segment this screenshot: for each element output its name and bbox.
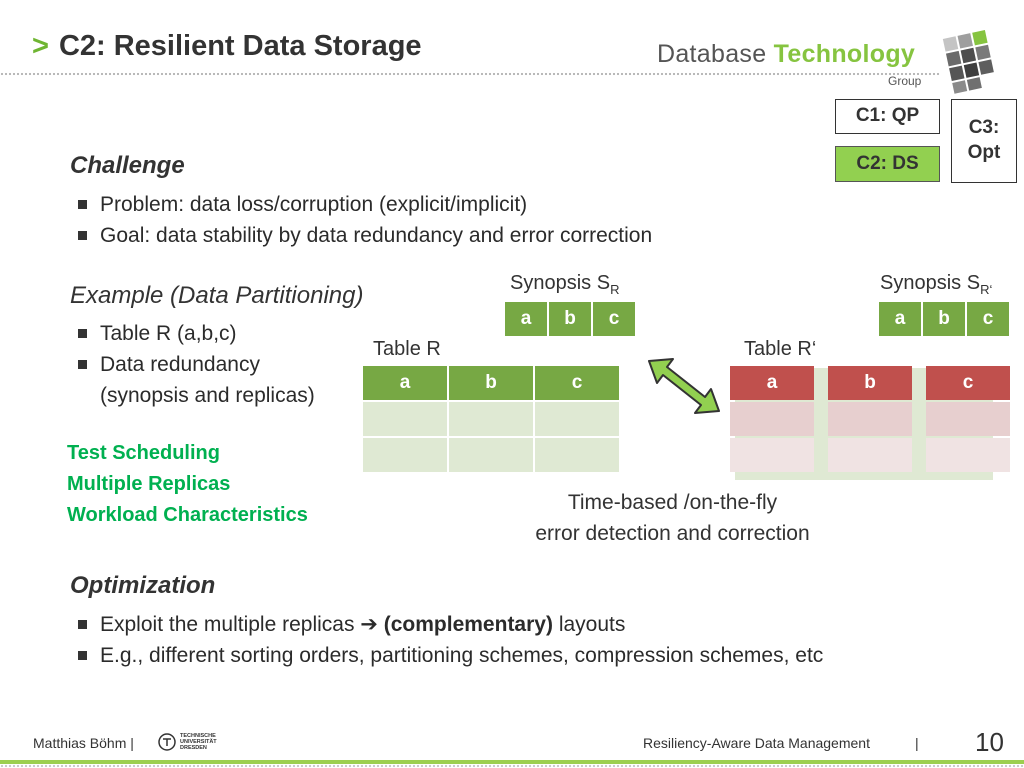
table-r2-col-c: c xyxy=(926,366,1010,400)
optimization-heading: Optimization xyxy=(70,572,216,599)
tu-logo-text: TECHNISCHE UNIVERSITÄT DRESDEN xyxy=(180,733,217,751)
synopsis-r-table: a b c xyxy=(503,300,637,338)
table-r2-col-b: b xyxy=(827,366,912,400)
nav-c3-opt[interactable]: C3: Opt xyxy=(951,99,1017,183)
table-r2-label: Table R‘ xyxy=(744,338,817,360)
group-logo-text: Database Technology xyxy=(657,40,915,69)
table-r-cell xyxy=(363,438,447,472)
optimization-bullets: Exploit the multiple replicas ➔ (complem… xyxy=(72,609,823,671)
header-divider xyxy=(0,72,940,76)
synopsis-r2-col-b: b xyxy=(923,302,965,336)
logo-word-database: Database xyxy=(657,40,767,68)
diagram-caption: Time-based /on-the-fly error detection a… xyxy=(500,487,845,549)
challenge-bullets: Problem: data loss/corruption (explicit/… xyxy=(72,189,652,251)
synopsis-r-col-a: a xyxy=(505,302,547,336)
synopsis-r2-col-a: a xyxy=(879,302,921,336)
chevron-icon: > xyxy=(32,30,49,62)
table-r2-cell xyxy=(926,438,1010,472)
synopsis-r-col-b: b xyxy=(549,302,591,336)
table-r2-cell xyxy=(827,438,912,472)
topic-test-scheduling: Test Scheduling xyxy=(67,442,220,464)
table-r-cell xyxy=(535,438,619,472)
synopsis-r-label-text: Synopsis S xyxy=(510,272,611,294)
table-r2-cell xyxy=(730,402,814,436)
logo-group-label: Group xyxy=(888,74,922,88)
challenge-bullet-goal: Goal: data stability by data redundancy … xyxy=(72,220,652,251)
opt-bullet1-post: layouts xyxy=(558,613,626,636)
table-r2-cell xyxy=(730,438,814,472)
nav-c1-qp[interactable]: C1: QP xyxy=(835,99,940,134)
opt-bullet1-text: Exploit the multiple replicas xyxy=(100,613,355,636)
nav-c2-ds[interactable]: C2: DS xyxy=(835,146,940,182)
synopsis-r2-table: a b c xyxy=(877,300,1011,338)
footer-author: Matthias Böhm | xyxy=(33,735,134,751)
synopsis-r-col-c: c xyxy=(593,302,635,336)
nav-c3-line2: Opt xyxy=(967,142,1001,163)
opt-bullet1-bold: (complementary) xyxy=(383,613,553,636)
table-r-cell xyxy=(363,402,447,436)
footer-separator: | xyxy=(915,735,919,751)
topic-workload-characteristics: Workload Characteristics xyxy=(67,504,308,526)
table-r-cell xyxy=(535,402,619,436)
table-r-cell xyxy=(449,438,533,472)
table-r-col-a: a xyxy=(363,366,447,400)
table-r: a b c xyxy=(361,364,621,474)
footer-talk-title: Resiliency-Aware Data Management xyxy=(643,735,870,751)
table-r-cell xyxy=(449,402,533,436)
synopsis-r2-subscript: R‘ xyxy=(980,282,993,297)
table-r-col-b: b xyxy=(449,366,533,400)
slide-title-text: C2: Resilient Data Storage xyxy=(58,30,422,62)
example-bullet-redundancy: Data redundancy xyxy=(72,349,260,380)
caption-line2: error detection and correction xyxy=(535,522,810,545)
synopsis-r-subscript: R xyxy=(610,282,620,297)
caption-line1: Time-based /on-the-fly xyxy=(567,491,778,514)
footer-dots xyxy=(0,764,1024,768)
table-r2-cell xyxy=(926,402,1010,436)
double-arrow-icon xyxy=(648,358,720,414)
right-arrow-icon: ➔ xyxy=(360,613,378,636)
example-bullet-table: Table R (a,b,c) xyxy=(72,318,260,349)
grid-logo-icon xyxy=(942,30,994,94)
example-heading: Example (Data Partitioning) xyxy=(70,282,364,309)
table-r2-replica: a b c xyxy=(716,364,1024,474)
optimization-bullet-replicas: Exploit the multiple replicas ➔ (complem… xyxy=(72,609,823,640)
synopsis-r2-col-c: c xyxy=(967,302,1009,336)
page-number: 10 xyxy=(975,727,1004,757)
footer-divider xyxy=(0,760,1024,764)
table-r-label: Table R xyxy=(373,338,441,360)
tu-dresden-logo: TECHNISCHE UNIVERSITÄT DRESDEN xyxy=(158,733,222,751)
synopsis-r2-label: Synopsis SR‘ xyxy=(880,272,992,297)
nav-c3-line1: C3: xyxy=(968,117,1000,139)
table-r-col-c: c xyxy=(535,366,619,400)
challenge-heading: Challenge xyxy=(70,152,185,179)
topic-multiple-replicas: Multiple Replicas xyxy=(67,473,231,495)
example-bullets: Table R (a,b,c) Data redundancy xyxy=(72,318,260,380)
table-r2-col-a: a xyxy=(730,366,814,400)
synopsis-r2-label-text: Synopsis S xyxy=(880,272,981,294)
research-topics: Test Scheduling Multiple Replicas Worklo… xyxy=(67,438,308,531)
optimization-bullet-examples: E.g., different sorting orders, partitio… xyxy=(72,640,823,671)
table-r2-cell xyxy=(827,402,912,436)
example-bullet-redundancy-cont: (synopsis and replicas) xyxy=(100,384,315,407)
slide-title: > C2: Resilient Data Storage xyxy=(32,30,422,63)
tu-logo-icon xyxy=(158,733,176,751)
synopsis-r-label: Synopsis SR xyxy=(510,272,619,297)
logo-word-technology: Technology xyxy=(773,40,916,68)
challenge-bullet-problem: Problem: data loss/corruption (explicit/… xyxy=(72,189,652,220)
